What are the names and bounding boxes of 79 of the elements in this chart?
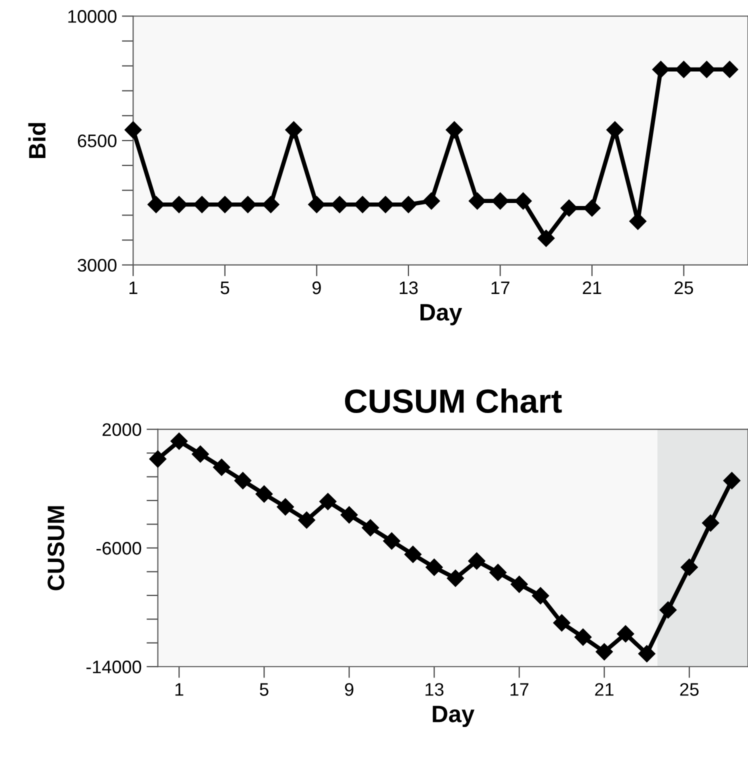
point xyxy=(124,121,142,138)
y-tick-label: 6500 xyxy=(78,134,116,148)
x-tick-label: 9 xyxy=(312,281,321,294)
y-tick-label: -6000 xyxy=(96,542,142,555)
point xyxy=(638,645,656,662)
y-axis-title: CUSUM xyxy=(48,506,64,590)
point xyxy=(193,196,211,214)
point xyxy=(213,458,230,476)
chart-title: CUSUM Chart xyxy=(345,388,562,413)
point xyxy=(446,570,464,587)
point xyxy=(331,196,348,214)
point xyxy=(276,498,294,516)
point xyxy=(216,196,234,214)
point xyxy=(170,196,188,214)
x-tick-label: 1 xyxy=(175,683,184,696)
point xyxy=(239,196,256,214)
point xyxy=(721,60,738,78)
point xyxy=(340,506,358,524)
x-tick-label: 17 xyxy=(492,282,510,294)
point xyxy=(422,192,440,210)
point xyxy=(400,196,418,214)
point xyxy=(256,485,273,503)
point xyxy=(492,192,509,210)
point xyxy=(553,614,570,632)
point xyxy=(404,546,422,563)
point xyxy=(538,230,555,247)
point xyxy=(583,200,601,217)
point xyxy=(149,450,166,468)
point xyxy=(468,192,486,210)
point xyxy=(148,196,165,214)
x-tick-label: 13 xyxy=(400,281,418,294)
point xyxy=(376,196,394,214)
point xyxy=(262,196,280,214)
x-tick-label: 9 xyxy=(344,683,354,696)
point xyxy=(446,121,463,138)
point xyxy=(170,432,188,450)
x-tick-label: 21 xyxy=(595,683,614,696)
y-tick-label: 3000 xyxy=(78,258,116,272)
x-tick-label: 17 xyxy=(510,683,528,696)
x-tick-label: 5 xyxy=(220,282,230,294)
x-tick-label: 5 xyxy=(260,683,268,696)
point xyxy=(702,514,720,532)
point xyxy=(660,601,677,619)
point xyxy=(596,643,613,660)
point xyxy=(680,558,698,576)
point xyxy=(362,519,379,536)
y-tick-label: -14000 xyxy=(86,660,142,674)
x-axis-title: Day xyxy=(420,304,462,326)
y-tick-label: 10000 xyxy=(68,10,116,23)
point xyxy=(652,60,670,78)
point xyxy=(285,121,302,138)
x-tick-label: 21 xyxy=(582,281,602,294)
point xyxy=(675,60,692,78)
point xyxy=(574,628,592,646)
x-tick-label: 25 xyxy=(680,683,699,696)
x-tick-label: 1 xyxy=(130,282,138,294)
point xyxy=(383,532,400,550)
point xyxy=(723,472,740,490)
point xyxy=(606,121,624,138)
x-axis-title: Day xyxy=(432,706,474,727)
point xyxy=(298,512,316,529)
point xyxy=(319,492,336,510)
point xyxy=(698,60,716,78)
point xyxy=(489,564,507,581)
point xyxy=(354,196,372,214)
x-tick-label: 13 xyxy=(426,683,444,696)
point xyxy=(510,576,528,593)
point xyxy=(192,446,209,463)
point xyxy=(514,192,532,210)
point xyxy=(616,625,634,642)
y-tick-label: 2000 xyxy=(102,423,142,436)
point xyxy=(426,558,443,576)
x-tick-label: 25 xyxy=(674,281,694,294)
point xyxy=(234,472,252,490)
y-axis-title: Bid xyxy=(28,123,46,158)
point xyxy=(560,200,578,217)
point xyxy=(532,587,550,604)
point xyxy=(468,552,486,570)
point xyxy=(308,196,326,214)
